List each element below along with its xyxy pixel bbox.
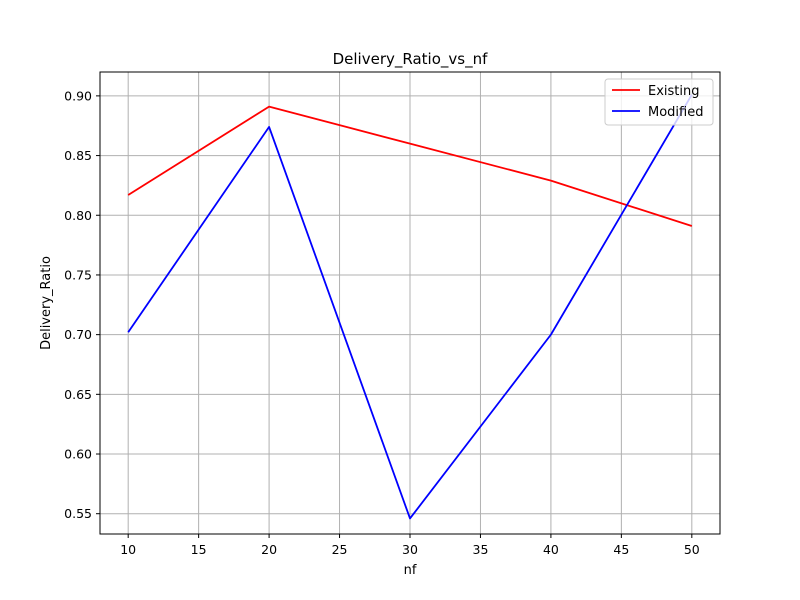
series-line-modified [127,94,693,520]
y-tick-label: 0.55 [64,506,92,521]
x-tick-label: 10 [120,542,136,557]
y-tick-label: 0.65 [64,387,92,402]
series-line-existing [127,105,693,227]
x-tick-label: 45 [613,542,629,557]
x-axis-label: nf [404,563,417,578]
x-tick-label: 20 [261,542,277,557]
y-axis-label: Delivery_Ratio [39,256,54,350]
x-tick-label: 50 [684,542,700,557]
legend: Existing Modified [604,78,714,126]
grid [100,72,720,534]
x-tick-label: 40 [543,542,559,557]
x-tick-label: 25 [332,542,348,557]
y-tick-label: 0.70 [64,327,92,342]
legend-label-existing: Existing [648,84,700,99]
x-tick-label: 35 [473,542,489,557]
y-tick-label: 0.80 [64,208,92,223]
ticks: 10 15 20 25 30 35 40 45 50 0.55 0.60 0.65 0.70 0.75 0.… [64,88,700,557]
series-lines [127,94,693,520]
y-tick-label: 0.85 [64,148,92,163]
x-tick-label: 15 [191,542,207,557]
y-tick-label: 0.60 [64,447,92,462]
y-tick-label: 0.75 [64,267,92,282]
legend-label-modified: Modified [648,105,703,120]
y-tick-label: 0.90 [64,88,92,103]
chart-title: Delivery_Ratio_vs_nf [333,50,488,69]
x-tick-label: 30 [402,542,418,557]
